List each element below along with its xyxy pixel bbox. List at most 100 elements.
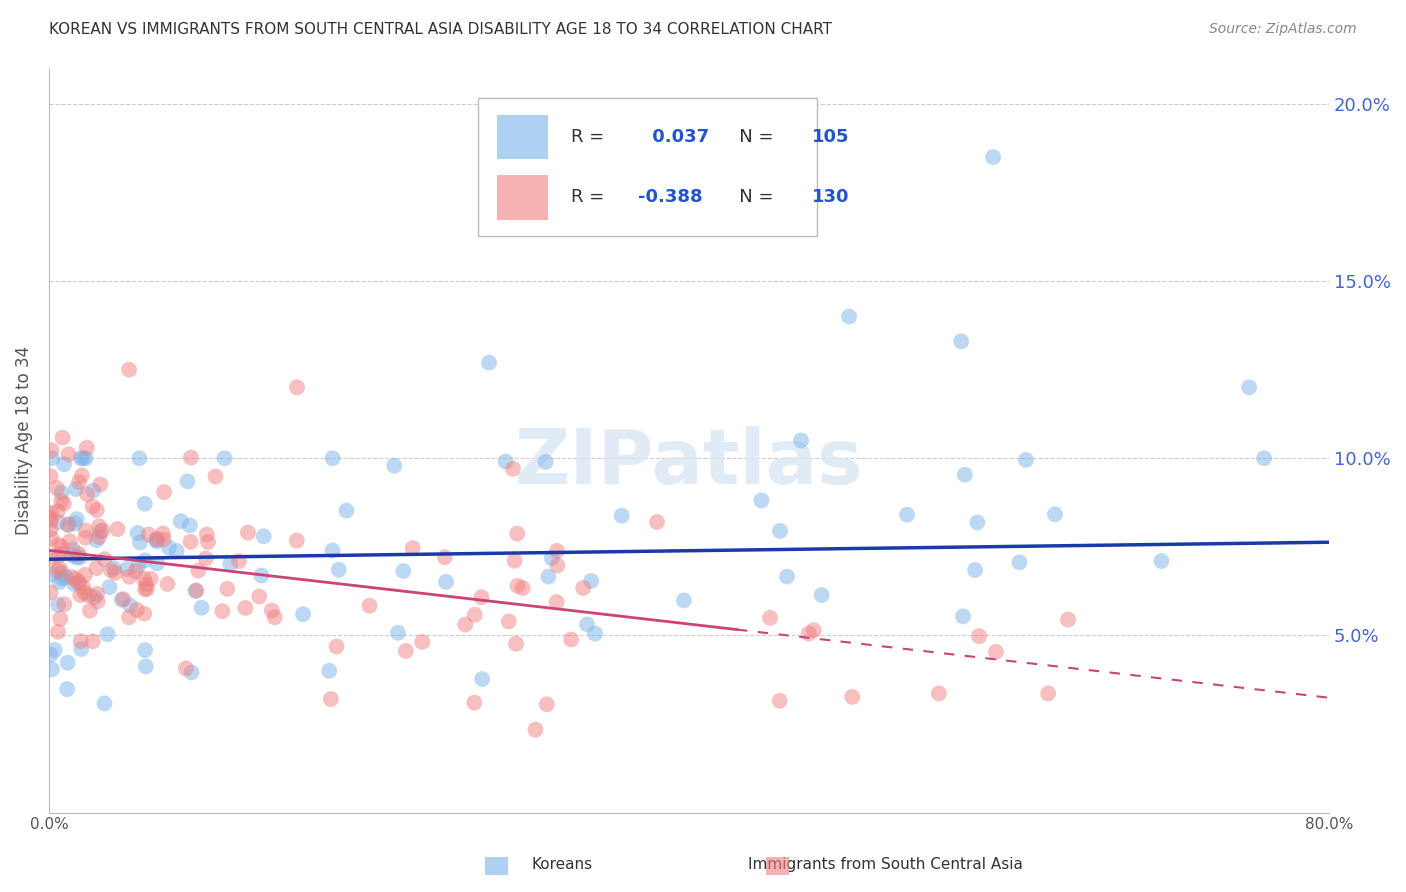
Point	[1253, 451, 1275, 466]
Point	[751, 493, 773, 508]
Point	[51, 571, 73, 585]
Point	[67, 475, 90, 489]
Text: Koreans: Koreans	[531, 857, 593, 872]
Point	[86, 587, 108, 601]
Point	[96, 627, 118, 641]
Point	[387, 625, 409, 640]
Point	[560, 632, 582, 647]
Point	[86, 533, 108, 548]
Point	[134, 553, 156, 567]
Point	[179, 518, 201, 533]
Point	[967, 629, 990, 643]
Point	[115, 562, 138, 576]
Point	[128, 451, 150, 466]
Point	[950, 334, 973, 349]
Point	[725, 189, 748, 203]
Point	[645, 515, 668, 529]
Point	[228, 554, 250, 568]
Point	[547, 558, 569, 573]
Point	[125, 603, 148, 617]
Point	[1043, 508, 1066, 522]
Point	[46, 504, 69, 518]
Point	[118, 570, 141, 584]
Point	[104, 566, 127, 580]
Point	[965, 563, 987, 577]
Point	[62, 542, 84, 557]
Point	[524, 723, 547, 737]
Point	[247, 590, 270, 604]
Point	[72, 451, 94, 466]
Point	[83, 591, 105, 605]
Point	[100, 564, 122, 578]
Point	[292, 607, 315, 622]
Point	[111, 592, 134, 607]
Point	[180, 535, 202, 549]
Point	[135, 659, 157, 673]
Point	[217, 582, 239, 596]
Text: N =: N =	[723, 128, 779, 145]
Point	[953, 467, 976, 482]
Point	[75, 531, 97, 545]
Point	[48, 515, 70, 529]
Point	[41, 451, 63, 466]
Point	[39, 585, 62, 599]
Point	[318, 664, 340, 678]
Point	[134, 607, 156, 621]
Point	[53, 597, 76, 611]
Point	[966, 516, 988, 530]
Point	[769, 524, 792, 538]
Point	[56, 682, 79, 697]
Point	[180, 665, 202, 680]
Point	[86, 503, 108, 517]
Point	[73, 586, 96, 600]
Point	[98, 580, 121, 594]
Point	[76, 441, 98, 455]
Point	[540, 551, 562, 566]
Point	[39, 523, 62, 537]
Point	[321, 543, 343, 558]
Point	[65, 572, 87, 586]
Point	[1237, 380, 1260, 394]
Point	[76, 487, 98, 501]
Point	[82, 500, 104, 514]
Point	[803, 624, 825, 638]
Point	[69, 550, 91, 565]
Point	[138, 527, 160, 541]
Point	[52, 546, 75, 560]
Point	[952, 609, 974, 624]
Point	[66, 550, 89, 565]
Point	[197, 535, 219, 549]
Point	[69, 634, 91, 648]
Point	[135, 582, 157, 596]
Point	[87, 519, 110, 533]
Point	[195, 527, 218, 541]
FancyBboxPatch shape	[478, 98, 817, 235]
Point	[72, 580, 94, 594]
Point	[174, 661, 197, 675]
Point	[59, 534, 82, 549]
Point	[77, 589, 100, 603]
Point	[896, 508, 918, 522]
Point	[194, 551, 217, 566]
Point	[39, 469, 62, 483]
Point	[153, 485, 176, 500]
Text: N =: N =	[723, 188, 779, 206]
Point	[152, 526, 174, 541]
Point	[984, 645, 1007, 659]
Point	[506, 526, 529, 541]
Point	[52, 431, 75, 445]
Point	[65, 482, 87, 496]
Point	[433, 550, 456, 565]
Point	[260, 604, 283, 618]
Point	[250, 568, 273, 582]
Point	[139, 572, 162, 586]
Point	[58, 447, 80, 461]
Point	[187, 564, 209, 578]
Point	[53, 570, 76, 584]
Point	[434, 574, 457, 589]
Point	[75, 524, 97, 538]
Point	[89, 524, 111, 539]
Point	[146, 557, 169, 571]
Point	[86, 561, 108, 575]
Point	[583, 626, 606, 640]
